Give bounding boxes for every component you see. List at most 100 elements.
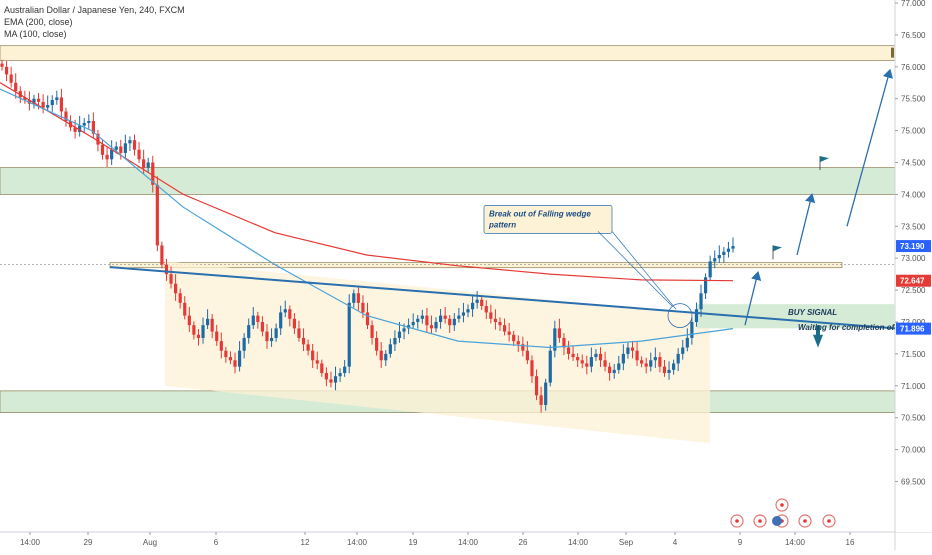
candle-body	[457, 315, 461, 319]
ema-legend[interactable]: EMA (200, close)	[4, 17, 73, 27]
candle-body	[685, 337, 689, 348]
candle-body	[621, 353, 625, 364]
candle-body	[174, 283, 178, 294]
candle-body	[589, 357, 593, 367]
price-tick-label: 74.500	[901, 158, 926, 167]
time-tick-label: 19	[409, 538, 418, 547]
projection-arrow-1	[744, 270, 762, 326]
breakout-circle	[667, 303, 693, 329]
candle-body	[96, 133, 100, 145]
candle-body	[539, 395, 543, 405]
candle-body	[155, 184, 159, 246]
candle-body	[608, 366, 612, 374]
price-tick-label: 76.500	[901, 31, 926, 40]
candle-body	[379, 350, 383, 361]
candle-body	[237, 350, 242, 367]
price-tick-label: 72.500	[901, 286, 926, 295]
candle-body	[105, 154, 109, 160]
price-tick-label: 75.000	[901, 127, 926, 136]
candle-body	[164, 264, 169, 275]
candle-body	[498, 321, 502, 326]
waiting-label: Waiting for completion of co	[798, 323, 906, 332]
callout-box	[483, 205, 613, 234]
candle-body	[452, 318, 456, 326]
candle-body	[210, 318, 214, 332]
candle-body	[544, 382, 548, 405]
candle-body	[489, 312, 493, 319]
candle-body	[146, 162, 150, 168]
candle-body	[192, 325, 196, 335]
candle-body	[100, 144, 105, 155]
candle-body	[279, 312, 283, 329]
candle-body	[343, 366, 347, 374]
candle-body	[416, 318, 420, 322]
candle-body	[14, 82, 18, 92]
candle-body	[448, 318, 452, 326]
price-label-text: 73.190	[900, 242, 925, 251]
price-tick-label: 74.000	[901, 190, 926, 199]
falling-wedge-area	[165, 261, 895, 444]
candle-body	[315, 360, 319, 364]
candle-body	[137, 149, 141, 160]
candle-body	[274, 328, 278, 338]
candle-body	[91, 121, 95, 134]
candle-body	[306, 344, 310, 351]
candle-body	[466, 309, 470, 313]
candle-body	[470, 302, 475, 310]
candle-body	[4, 66, 9, 75]
candle-body	[119, 146, 123, 153]
candle-body	[196, 334, 201, 338]
time-tick-label: 9	[738, 538, 743, 547]
price-axis[interactable]: 77.000 76.500 76.000 75.500 75.000 74.500 74.0…	[891, 0, 932, 532]
projection-arrow-3	[846, 68, 893, 227]
symbol-title[interactable]: Australian Dollar / Japanese Yen, 240, F…	[4, 5, 185, 15]
candle-body	[46, 105, 50, 108]
candle-body	[82, 122, 86, 126]
candle-body	[439, 315, 443, 322]
price-label-box	[896, 240, 931, 253]
candle-body	[612, 369, 616, 374]
candle-body	[201, 325, 205, 338]
candle-body	[205, 318, 210, 326]
candle-body	[333, 376, 338, 383]
price-label-box	[896, 274, 931, 287]
candle-body	[151, 162, 155, 185]
candle-body	[256, 315, 260, 322]
candle-body	[640, 360, 644, 364]
candle-body	[324, 373, 328, 380]
candle-body	[507, 331, 511, 335]
candle-body	[9, 74, 13, 83]
candle-body	[521, 344, 525, 351]
candle-body	[598, 353, 603, 361]
moving-averages-layer	[0, 82, 734, 349]
time-tick-label: 26	[519, 538, 528, 547]
candle-body	[132, 140, 137, 150]
price-tick-label: 70.500	[901, 414, 926, 423]
candle-body	[658, 357, 662, 367]
candle-body	[653, 357, 657, 361]
ma-legend[interactable]: MA (100, close)	[4, 29, 67, 39]
candle-body	[434, 321, 438, 329]
candle-body	[73, 127, 77, 132]
candle-body	[187, 315, 191, 326]
candle-body	[566, 347, 571, 354]
candle-body	[493, 318, 498, 322]
candle-body	[644, 363, 648, 367]
candle-body	[23, 97, 27, 100]
callout-line1: Break out of Falling wedge	[489, 209, 591, 218]
candle-body	[142, 159, 146, 168]
candle-body	[580, 360, 584, 364]
candle-body	[576, 357, 580, 361]
projection-arrow-2	[796, 193, 816, 256]
candle-body	[594, 353, 598, 358]
candle-body	[370, 325, 374, 338]
flag-icon	[773, 245, 782, 252]
candle-body	[635, 350, 639, 361]
time-axis[interactable]: 14:00 29 Aug 6 12 14:00 19 14:00 26 14:00 Sep 4 9 14:…	[20, 532, 855, 547]
candle-body	[265, 331, 269, 342]
candle-body	[36, 98, 41, 102]
candle-body	[512, 334, 516, 342]
candle-body	[59, 97, 63, 112]
